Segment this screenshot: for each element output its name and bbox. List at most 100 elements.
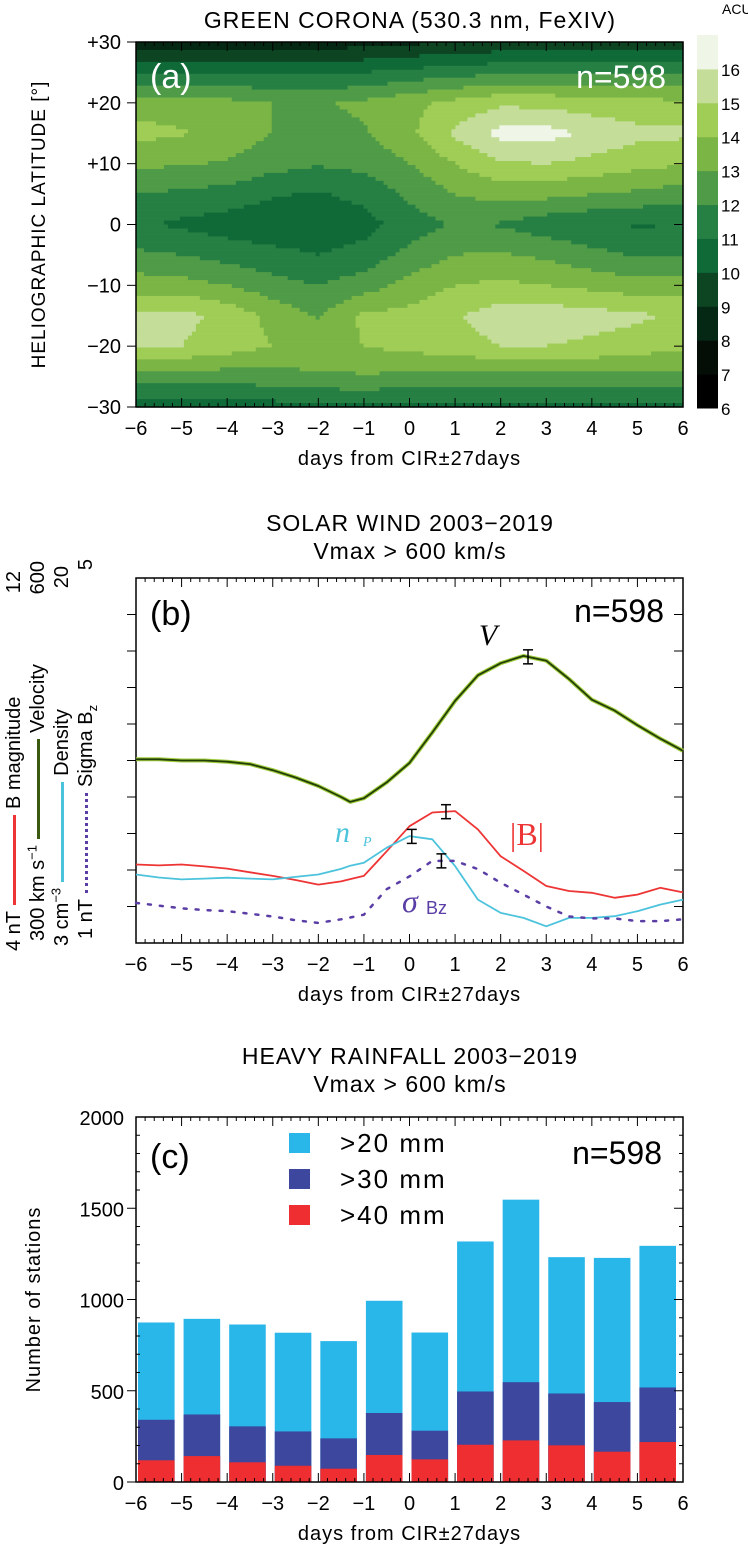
contour-cell xyxy=(475,196,548,202)
contour-cell xyxy=(471,323,632,329)
contour-cell xyxy=(375,176,433,182)
x-tick-label: −3 xyxy=(261,418,284,440)
contour-cell xyxy=(603,172,684,178)
contour-cell xyxy=(343,299,421,305)
contour-cell xyxy=(207,232,373,238)
contour-cell xyxy=(187,129,273,134)
contour-cell xyxy=(419,42,684,47)
contour-cell xyxy=(136,240,253,245)
contour-cell xyxy=(447,157,496,162)
contour-cell xyxy=(195,311,257,317)
contour-cell xyxy=(251,145,385,150)
legend-swatch xyxy=(289,1133,310,1153)
contour-cell xyxy=(631,323,684,329)
contour-cell xyxy=(371,232,429,238)
contour-cell xyxy=(136,220,165,226)
contour-cell xyxy=(136,97,233,103)
contour-cell xyxy=(271,272,357,277)
axis-min-superscript: −3 xyxy=(48,887,64,903)
contour-cell xyxy=(319,252,397,257)
contour-cell xyxy=(491,133,572,138)
contour-cell xyxy=(499,343,548,349)
contour-cell xyxy=(467,319,644,325)
contour-cell xyxy=(231,351,425,357)
contour-cell xyxy=(175,252,317,257)
contour-cell xyxy=(251,85,349,91)
contour-cell xyxy=(287,276,341,281)
contour-cell xyxy=(571,133,684,138)
contour-cell xyxy=(587,287,684,293)
contour-cell xyxy=(479,149,608,154)
bar-40mm-mm xyxy=(548,1445,585,1482)
series-line-sigma xyxy=(134,859,685,925)
contour-cell xyxy=(271,117,361,122)
colorbar-tick-label: 8 xyxy=(721,332,730,351)
contour-cell xyxy=(423,77,684,83)
contour-cell xyxy=(599,355,684,360)
contour-cell xyxy=(136,65,425,71)
contour-cell xyxy=(383,220,445,226)
y-axis-label: HELIOGRAPHIC LATITUDE [°] xyxy=(29,81,50,369)
contour-cell xyxy=(136,113,273,118)
contour-cell xyxy=(471,145,624,150)
contour-cell xyxy=(136,117,273,122)
axis-name: Velocity xyxy=(26,664,50,733)
contour-cell xyxy=(136,153,237,158)
contour-cell xyxy=(271,343,365,349)
contour-cell xyxy=(447,256,536,261)
contour-cell xyxy=(136,133,185,138)
x-tick-label: 3 xyxy=(541,954,552,976)
error-bar-V xyxy=(523,649,534,665)
panel-label: (c) xyxy=(150,1138,190,1176)
contour-cell xyxy=(136,224,169,230)
contour-cell xyxy=(419,168,468,174)
axis-min-label: 300 km s−1 xyxy=(24,845,50,941)
contour-cell xyxy=(351,200,409,206)
contour-cell xyxy=(136,264,241,269)
contour-cell xyxy=(355,371,381,376)
y-tick-label: 2000 xyxy=(80,1108,125,1130)
contour-cell xyxy=(387,284,457,289)
contour-cell xyxy=(567,176,684,182)
sample-size-annotation: n=598 xyxy=(574,593,664,629)
contour-cell xyxy=(567,129,684,134)
contour-cell xyxy=(635,141,684,146)
axis-name-text: Density xyxy=(51,709,73,776)
x-tick-label: −4 xyxy=(216,1493,239,1515)
contour-cell xyxy=(495,224,632,230)
colorbar-tick-label: 7 xyxy=(721,366,730,385)
contour-cell xyxy=(531,232,684,238)
axis-label-4: 1 nT Sigma Bz 5 xyxy=(74,559,100,939)
x-tick-label: 1 xyxy=(450,954,461,976)
contour-cell xyxy=(136,212,205,218)
y-tick-label: +30 xyxy=(87,32,121,54)
contour-cell xyxy=(299,307,329,313)
contour-cell xyxy=(431,176,492,182)
legend-swatch xyxy=(289,1169,310,1189)
axis-min-text: 4 nT xyxy=(3,910,25,951)
series-label-B: |B| xyxy=(510,816,544,852)
contour-cell xyxy=(347,45,684,51)
contour-cell xyxy=(411,272,616,277)
panel-label: (b) xyxy=(150,595,192,633)
axis-label-3: 3 cm−3 Density 20 xyxy=(48,566,74,946)
axis-legend-line xyxy=(36,739,40,840)
contour-cell xyxy=(435,180,684,186)
contour-cell xyxy=(363,57,684,63)
contour-cell xyxy=(243,307,301,313)
contour-cell xyxy=(136,355,193,360)
contour-cell xyxy=(459,121,636,126)
contour-cell xyxy=(179,216,377,222)
contour-cell xyxy=(499,105,520,111)
contour-cell xyxy=(303,280,329,285)
contour-cell xyxy=(571,240,684,245)
colorbar-tick-label: 15 xyxy=(721,95,740,114)
contour-cell xyxy=(327,307,389,313)
contour-cell xyxy=(419,299,684,305)
x-tick-label: 5 xyxy=(632,954,643,976)
contour-cell xyxy=(275,244,345,249)
panel-a-axes xyxy=(127,41,684,408)
x-tick-label: −4 xyxy=(216,418,239,440)
contour-cell xyxy=(427,89,684,95)
contour-cell xyxy=(555,93,684,99)
